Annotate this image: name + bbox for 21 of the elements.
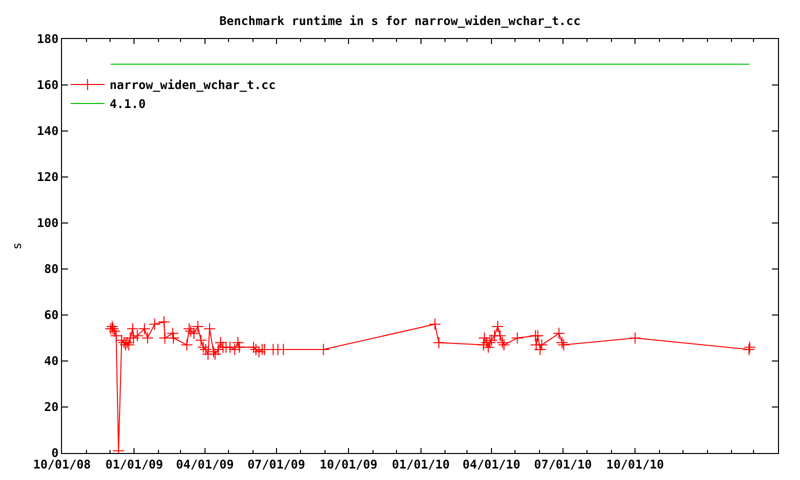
y-tick-label: 60 [44, 308, 59, 322]
x-tick-label: 01/01/10 [392, 457, 450, 472]
chart-title: Benchmark runtime in s for narrow_widen_wchar_t.cc [219, 14, 581, 28]
y-tick-label: 180 [36, 32, 59, 46]
x-tick-label: 01/01/09 [105, 457, 164, 472]
legend-label: narrow_widen_wchar_t.cc [110, 78, 276, 92]
y-tick-label: 40 [44, 354, 59, 368]
legend-label: 4.1.0 [110, 97, 146, 112]
y-tick-label: 140 [36, 124, 59, 138]
y-tick-label: 120 [36, 170, 59, 184]
y-axis-title: s [10, 242, 24, 250]
x-tick-label: 04/01/10 [462, 457, 520, 472]
y-tick-label: 160 [36, 78, 59, 92]
x-tick-label: 04/01/09 [176, 457, 234, 472]
y-tick-label: 80 [44, 262, 59, 276]
x-tick-label: 07/01/09 [247, 457, 306, 472]
x-tick-label: 10/01/09 [320, 457, 378, 472]
x-tick-label: 10/01/10 [606, 457, 664, 472]
y-tick-label: 100 [36, 216, 59, 230]
x-tick-label: 07/01/10 [534, 457, 592, 472]
y-tick-label: 20 [44, 400, 59, 414]
